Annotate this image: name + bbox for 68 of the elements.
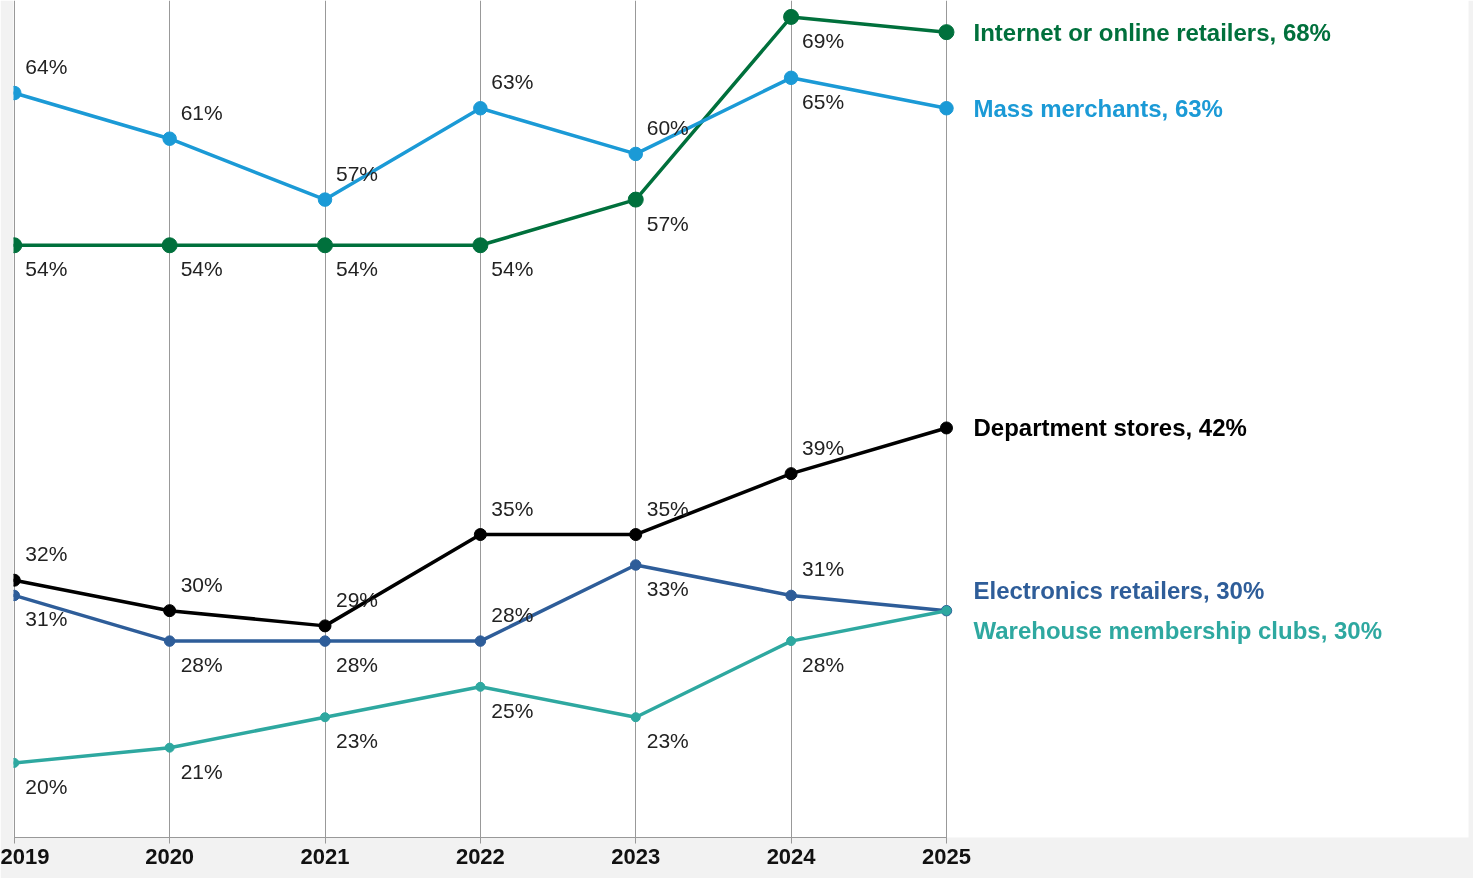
data-label: 61% bbox=[180, 100, 223, 124]
data-label: 35% bbox=[646, 496, 689, 520]
data-label: 20% bbox=[25, 774, 68, 798]
data-label: 28% bbox=[180, 653, 223, 677]
point bbox=[629, 528, 643, 542]
data-label: 23% bbox=[336, 729, 379, 753]
data-label: 54% bbox=[491, 257, 534, 281]
point bbox=[784, 467, 798, 481]
point bbox=[472, 237, 489, 254]
point bbox=[320, 712, 331, 723]
point bbox=[938, 24, 955, 41]
point bbox=[161, 237, 178, 254]
data-label: 30% bbox=[180, 572, 223, 596]
point bbox=[473, 101, 488, 116]
point bbox=[473, 528, 487, 542]
point bbox=[627, 191, 644, 208]
point bbox=[630, 712, 641, 723]
data-label: 21% bbox=[180, 759, 223, 783]
point bbox=[317, 237, 334, 254]
point bbox=[783, 70, 799, 86]
data-label: 57% bbox=[646, 211, 689, 235]
data-label: 65% bbox=[802, 89, 845, 113]
data-label: 60% bbox=[646, 115, 689, 139]
series-label: Warehouse membership clubs, 30% bbox=[973, 617, 1383, 645]
data-label: 54% bbox=[180, 257, 223, 281]
data-label: 28% bbox=[802, 653, 845, 677]
data-label: 25% bbox=[491, 698, 534, 722]
data-label: 28% bbox=[336, 653, 379, 677]
data-label: 69% bbox=[802, 28, 845, 52]
x-tick-label: 2024 bbox=[766, 843, 817, 869]
data-label: 31% bbox=[802, 557, 845, 581]
series-label: Internet or online retailers, 68% bbox=[973, 18, 1331, 46]
point bbox=[163, 635, 176, 647]
data-label: 63% bbox=[491, 70, 534, 94]
x-tick-label: 2019 bbox=[0, 843, 50, 869]
point bbox=[939, 421, 953, 435]
x-tick-label: 2022 bbox=[455, 843, 505, 869]
series-label: Mass merchants, 63% bbox=[973, 94, 1223, 122]
data-label: 28% bbox=[491, 603, 534, 627]
data-label: 32% bbox=[25, 542, 68, 566]
data-label: 54% bbox=[25, 257, 68, 281]
point bbox=[475, 681, 486, 692]
point bbox=[163, 604, 177, 618]
x-tick-label: 2020 bbox=[145, 843, 195, 869]
point bbox=[628, 146, 643, 162]
data-label: 33% bbox=[646, 576, 689, 600]
point bbox=[783, 8, 800, 25]
point bbox=[786, 636, 797, 647]
point bbox=[164, 742, 175, 753]
point bbox=[319, 635, 331, 647]
x-tick-label: 2025 bbox=[922, 843, 971, 869]
point bbox=[785, 589, 797, 602]
data-label: 64% bbox=[25, 55, 68, 79]
point bbox=[939, 101, 954, 116]
point bbox=[162, 131, 177, 146]
series-label: Department stores, 42% bbox=[973, 414, 1247, 442]
data-label: 39% bbox=[802, 435, 845, 459]
point bbox=[474, 635, 487, 647]
point bbox=[318, 619, 332, 633]
data-label: 31% bbox=[25, 607, 68, 631]
series-label: Electronics retailers, 30% bbox=[973, 577, 1265, 605]
x-tick-label: 2021 bbox=[300, 843, 350, 869]
point bbox=[317, 192, 333, 207]
data-label: 54% bbox=[336, 257, 379, 281]
x-tick-label: 2023 bbox=[611, 843, 661, 869]
data-label: 35% bbox=[491, 496, 534, 520]
data-label: 23% bbox=[646, 729, 689, 753]
point bbox=[629, 559, 642, 571]
